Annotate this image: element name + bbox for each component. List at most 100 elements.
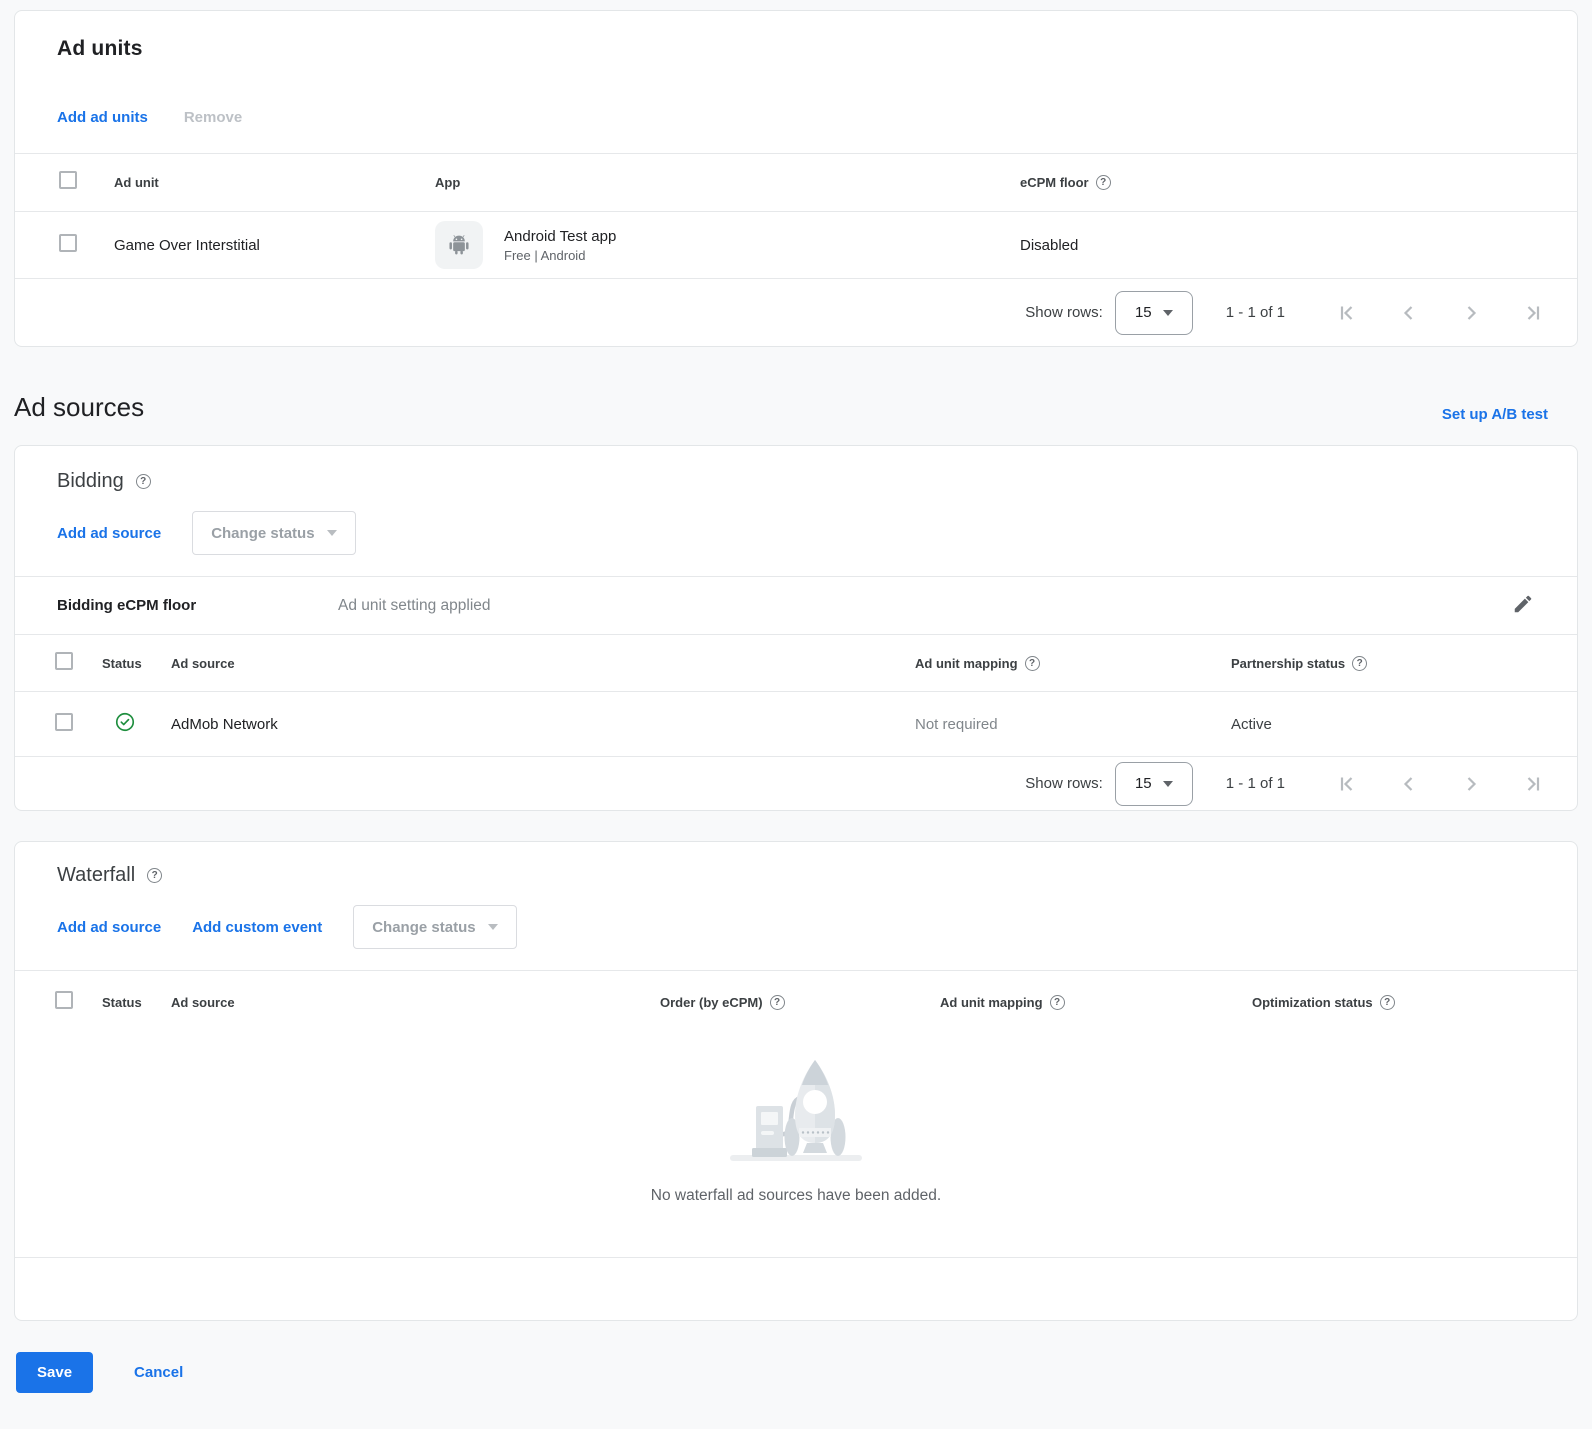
rows-per-page-value: 15	[1134, 304, 1152, 321]
column-order-by-ecpm: Order (by eCPM)	[660, 995, 763, 1010]
help-icon[interactable]	[1379, 995, 1395, 1010]
previous-page-button[interactable]	[1397, 301, 1421, 325]
setup-ab-test-link[interactable]: Set up A/B test	[1441, 406, 1548, 423]
ad-units-pagination: Show rows: 15 1 - 1 of 1	[15, 279, 1577, 346]
dropdown-arrow-icon	[326, 530, 337, 536]
row-checkbox[interactable]	[59, 233, 77, 252]
bidding-title: Bidding	[57, 470, 124, 492]
divider	[15, 970, 1577, 971]
remove-ad-units-button[interactable]: Remove	[183, 109, 243, 126]
row-checkbox[interactable]	[55, 712, 73, 731]
help-icon[interactable]	[147, 868, 163, 883]
waterfall-add-ad-source-button[interactable]: Add ad source	[57, 918, 162, 936]
ad-unit-name: Game Over Interstitial	[114, 236, 260, 254]
waterfall-change-status-button[interactable]: Change status	[353, 905, 517, 949]
last-page-button[interactable]	[1521, 301, 1545, 325]
rocket-fuel-illustration	[730, 1060, 862, 1161]
last-page-button[interactable]	[1521, 772, 1545, 796]
help-icon[interactable]	[1049, 995, 1065, 1010]
column-ad-unit-mapping: Ad unit mapping	[940, 995, 1043, 1010]
column-ad-source: Ad source	[171, 655, 235, 671]
divider	[15, 1257, 1577, 1258]
help-icon[interactable]	[1024, 655, 1040, 671]
bidding-ecpm-floor-row: Bidding eCPM floor Ad unit setting appli…	[15, 577, 1577, 634]
first-page-button[interactable]	[1335, 772, 1359, 796]
active-status-icon	[115, 712, 135, 731]
divider	[15, 691, 1577, 692]
table-row[interactable]: AdMob Network Not required Active	[15, 692, 1577, 756]
partnership-status-value: Active	[1231, 715, 1272, 733]
next-page-button[interactable]	[1459, 772, 1483, 796]
bidding-add-ad-source-button[interactable]: Add ad source	[57, 524, 162, 542]
select-all-checkbox[interactable]	[55, 651, 73, 670]
help-icon[interactable]	[1352, 655, 1368, 671]
column-ad-source: Ad source	[171, 995, 235, 1010]
column-status: Status	[102, 655, 142, 671]
cancel-button[interactable]: Cancel	[134, 1364, 184, 1381]
ad-units-table-header: Ad unit App eCPM floor	[15, 154, 1577, 211]
app-name: Android Test app	[504, 227, 617, 245]
help-icon[interactable]	[135, 474, 151, 489]
waterfall-table-header: Status Ad source Order (by eCPM) Ad unit…	[15, 971, 1577, 1034]
column-app: App	[435, 175, 461, 190]
select-all-checkbox[interactable]	[59, 171, 77, 189]
ad-sources-section-header: Ad sources Set up A/B test	[14, 383, 1578, 423]
change-status-label: Change status	[211, 524, 315, 542]
show-rows-label: Show rows:	[1025, 775, 1103, 792]
divider	[15, 634, 1577, 635]
waterfall-title: Waterfall	[57, 864, 136, 886]
ad-source-name: AdMob Network	[171, 715, 278, 733]
waterfall-card: Waterfall Add ad source Add custom event…	[14, 841, 1578, 1321]
page-footer-actions: Save Cancel	[16, 1352, 1578, 1393]
first-page-button[interactable]	[1335, 301, 1359, 325]
divider	[15, 756, 1577, 757]
divider	[15, 278, 1577, 279]
pagination-range: 1 - 1 of 1	[1225, 775, 1285, 792]
divider	[15, 211, 1577, 212]
column-partnership-status: Partnership status	[1231, 655, 1346, 671]
help-icon[interactable]	[769, 995, 785, 1010]
change-status-label: Change status	[372, 918, 476, 936]
waterfall-empty-state: No waterfall ad sources have been added.	[15, 1034, 1577, 1257]
column-ecpm-floor: eCPM floor	[1020, 175, 1089, 190]
previous-page-button[interactable]	[1397, 772, 1421, 796]
column-ad-unit-mapping: Ad unit mapping	[915, 655, 1018, 671]
table-row[interactable]: Game Over Interstitial	[15, 212, 1577, 278]
edit-ecpm-floor-button[interactable]	[1511, 593, 1535, 618]
ad-unit-mapping-value: Not required	[915, 715, 998, 733]
pencil-icon	[1514, 595, 1532, 613]
rows-per-page-select[interactable]: 15	[1114, 761, 1193, 806]
bidding-card: Bidding Add ad source Change status Bidd…	[14, 445, 1578, 811]
dropdown-arrow-icon	[1162, 780, 1173, 787]
app-meta: Free | Android	[504, 247, 586, 263]
bidding-ecpm-floor-value: Ad unit setting applied	[338, 596, 491, 614]
help-icon[interactable]	[1095, 175, 1111, 190]
divider	[15, 153, 1577, 154]
add-ad-units-button[interactable]: Add ad units	[57, 109, 148, 126]
ecpm-floor-value: Disabled	[1020, 236, 1079, 254]
bidding-change-status-button[interactable]: Change status	[192, 511, 356, 555]
bidding-pagination: Show rows: 15 1 - 1 of 1	[15, 757, 1577, 810]
dropdown-arrow-icon	[1162, 309, 1173, 316]
dropdown-arrow-icon	[487, 924, 498, 930]
android-app-icon	[435, 221, 483, 269]
bidding-ecpm-floor-label: Bidding eCPM floor	[57, 597, 197, 614]
bidding-table-header: Status Ad source Ad unit mapping Partner…	[15, 635, 1577, 691]
column-ad-unit: Ad unit	[114, 175, 159, 190]
ad-units-card: Ad units Add ad units Remove Ad unit App…	[14, 10, 1578, 347]
waterfall-footer	[15, 1258, 1577, 1320]
column-status: Status	[102, 995, 142, 1010]
next-page-button[interactable]	[1459, 301, 1483, 325]
show-rows-label: Show rows:	[1025, 304, 1103, 321]
rows-per-page-value: 15	[1134, 775, 1152, 792]
ad-units-title: Ad units	[57, 37, 143, 60]
add-custom-event-button[interactable]: Add custom event	[192, 918, 323, 936]
rows-per-page-select[interactable]: 15	[1114, 290, 1193, 335]
waterfall-empty-message: No waterfall ad sources have been added.	[650, 1187, 942, 1204]
pagination-range: 1 - 1 of 1	[1225, 304, 1285, 321]
divider	[15, 576, 1577, 577]
ad-sources-title: Ad sources	[14, 392, 145, 422]
select-all-checkbox[interactable]	[55, 991, 73, 1009]
save-button[interactable]: Save	[16, 1352, 94, 1393]
column-optimization-status: Optimization status	[1252, 995, 1373, 1010]
